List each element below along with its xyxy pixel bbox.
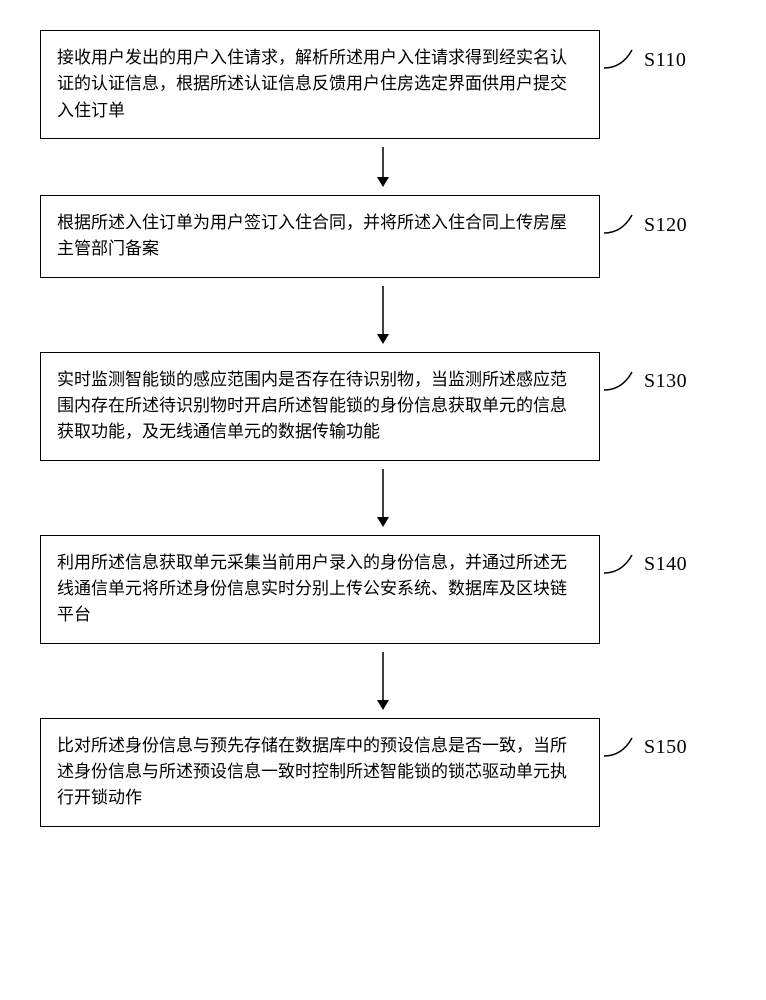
step-text: 接收用户发出的用户入住请求，解析所述用户入住请求得到经实名认证的认证信息，根据所… <box>57 48 567 120</box>
step-row: 实时监测智能锁的感应范围内是否存在待识别物，当监测所述感应范围内存在所述待识别物… <box>40 352 726 461</box>
step-text: 比对所述身份信息与预先存储在数据库中的预设信息是否一致，当所述身份信息与所述预设… <box>57 736 567 808</box>
curve-icon <box>604 48 642 72</box>
step-label: S110 <box>644 49 686 72</box>
step-box-s110: 接收用户发出的用户入住请求，解析所述用户入住请求得到经实名认证的认证信息，根据所… <box>40 30 600 139</box>
step-label: S150 <box>644 736 687 759</box>
curve-icon <box>604 736 642 760</box>
step-box-s120: 根据所述入住订单为用户签订入住合同，并将所述入住合同上传房屋主管部门备案 <box>40 195 600 278</box>
arrow-down <box>103 652 663 710</box>
arrow-icon <box>373 286 393 344</box>
connector: S110 <box>604 48 686 72</box>
arrow-icon <box>373 652 393 710</box>
arrow-down <box>103 469 663 527</box>
step-box-s140: 利用所述信息获取单元采集当前用户录入的身份信息，并通过所述无线通信单元将所述身份… <box>40 535 600 644</box>
arrow-down <box>103 147 663 187</box>
arrow-icon <box>373 469 393 527</box>
curve-icon <box>604 213 642 237</box>
connector: S150 <box>604 736 687 760</box>
step-label: S120 <box>644 214 687 237</box>
step-label: S140 <box>644 553 687 576</box>
step-row: 比对所述身份信息与预先存储在数据库中的预设信息是否一致，当所述身份信息与所述预设… <box>40 718 726 827</box>
step-box-s130: 实时监测智能锁的感应范围内是否存在待识别物，当监测所述感应范围内存在所述待识别物… <box>40 352 600 461</box>
arrow-icon <box>373 147 393 187</box>
step-box-s150: 比对所述身份信息与预先存储在数据库中的预设信息是否一致，当所述身份信息与所述预设… <box>40 718 600 827</box>
flowchart-container: 接收用户发出的用户入住请求，解析所述用户入住请求得到经实名认证的认证信息，根据所… <box>40 30 726 827</box>
curve-icon <box>604 370 642 394</box>
step-row: 利用所述信息获取单元采集当前用户录入的身份信息，并通过所述无线通信单元将所述身份… <box>40 535 726 644</box>
step-row: 根据所述入住订单为用户签订入住合同，并将所述入住合同上传房屋主管部门备案 S12… <box>40 195 726 278</box>
arrow-down <box>103 286 663 344</box>
step-text: 根据所述入住订单为用户签订入住合同，并将所述入住合同上传房屋主管部门备案 <box>57 213 567 258</box>
step-text: 实时监测智能锁的感应范围内是否存在待识别物，当监测所述感应范围内存在所述待识别物… <box>57 370 567 442</box>
connector: S130 <box>604 370 687 394</box>
step-row: 接收用户发出的用户入住请求，解析所述用户入住请求得到经实名认证的认证信息，根据所… <box>40 30 726 139</box>
step-text: 利用所述信息获取单元采集当前用户录入的身份信息，并通过所述无线通信单元将所述身份… <box>57 553 567 625</box>
curve-icon <box>604 553 642 577</box>
step-label: S130 <box>644 370 687 393</box>
connector: S140 <box>604 553 687 577</box>
connector: S120 <box>604 213 687 237</box>
